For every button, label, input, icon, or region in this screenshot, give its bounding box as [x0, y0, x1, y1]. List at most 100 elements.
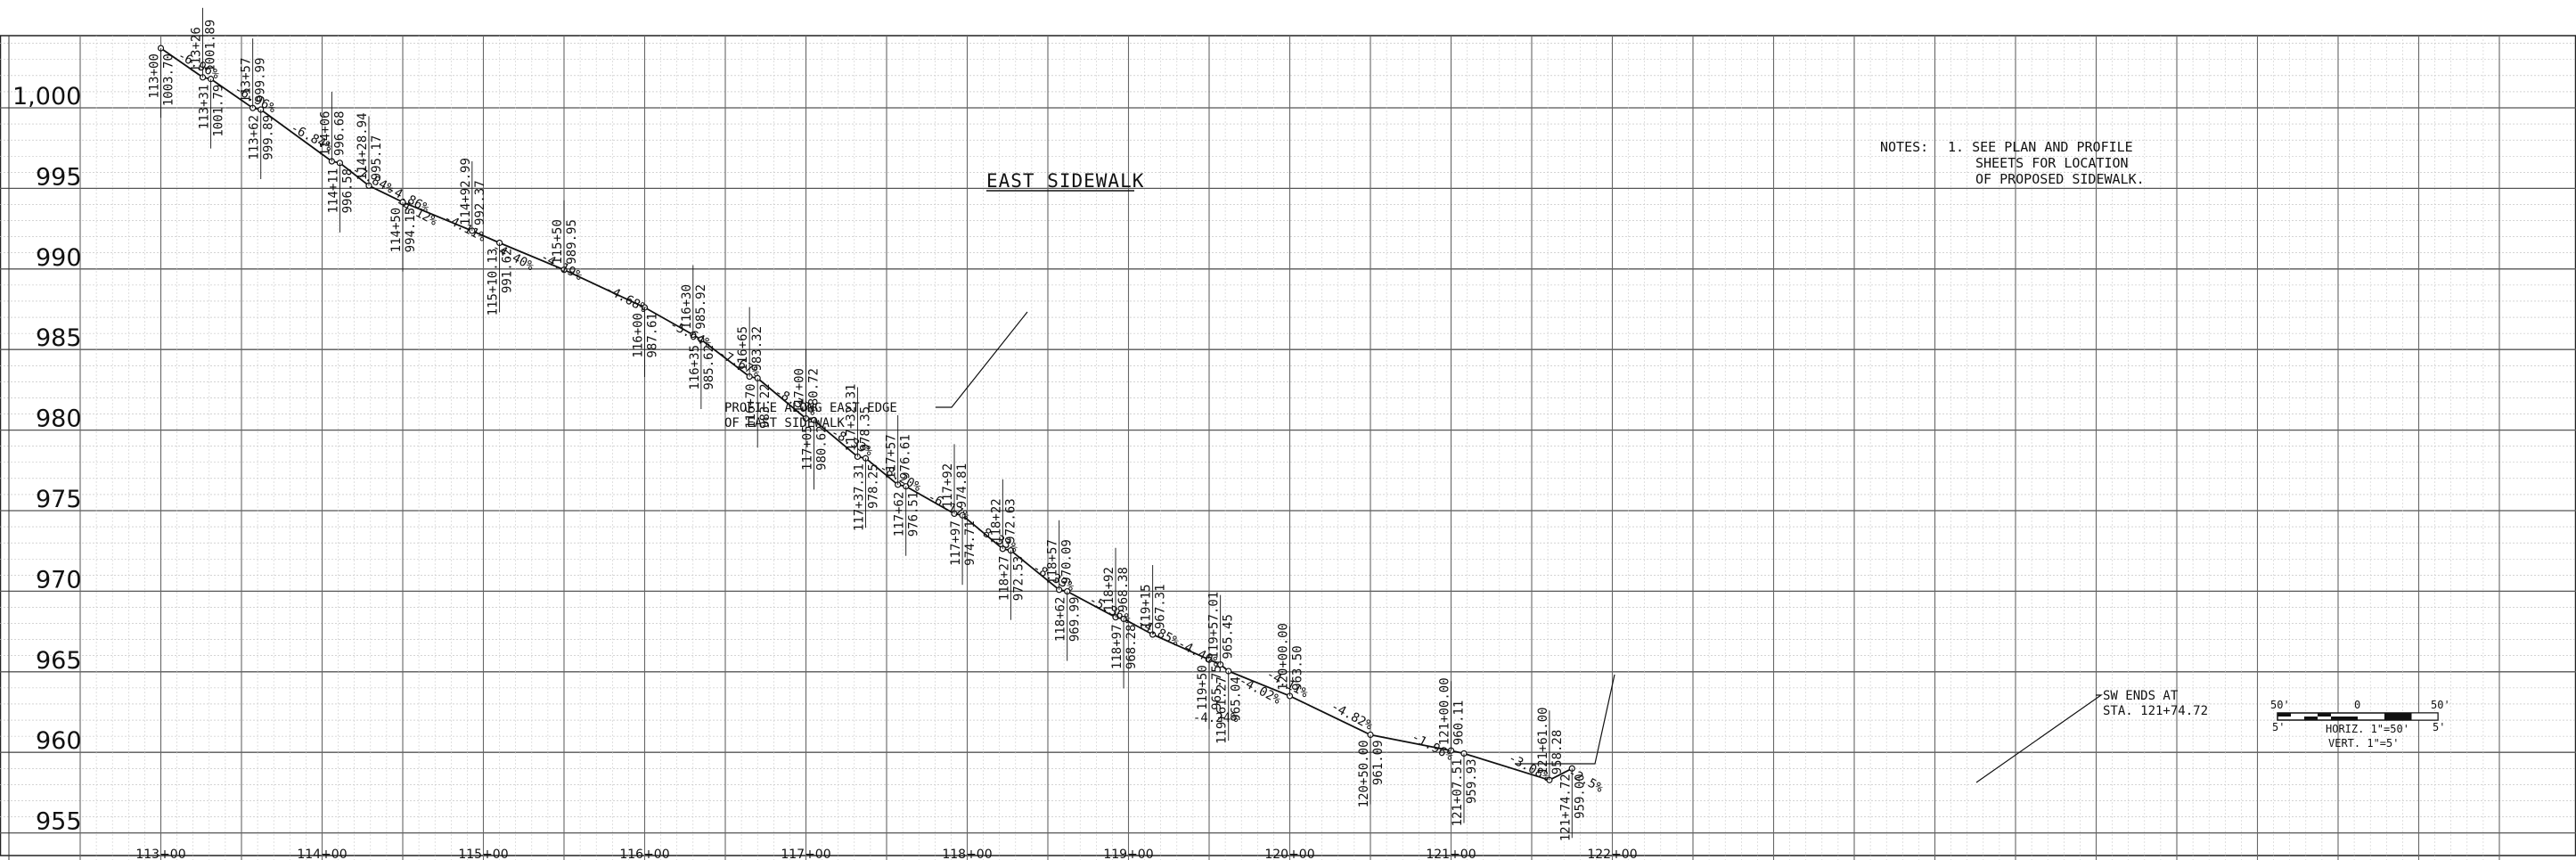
elevation-text: 976.61	[899, 434, 913, 479]
station-text: 119+15	[1140, 584, 1154, 629]
elevation-text: 959.00	[1573, 774, 1587, 819]
elevation-text: 985.62	[702, 345, 716, 390]
station-tick-label: 122+00	[1587, 848, 1637, 860]
station-text: 114+92.99	[459, 158, 473, 225]
station-elevation-label: 114+06 996.68	[318, 92, 347, 162]
elevation-text: 978.35	[858, 406, 872, 452]
station-elevation-label: 119+50 965.75	[1196, 659, 1224, 730]
station-elevation-label: 117+97 974.71	[949, 515, 977, 586]
profile-label-line1: PROFILE ALONG EAST EDGE	[724, 401, 897, 415]
station-text: 119+61.27	[1215, 676, 1230, 744]
grade-label: -4.24%	[1193, 711, 1239, 725]
elevation-tick-label: 980	[36, 405, 82, 433]
station-elevation-label: 116+65 983.32	[736, 307, 765, 377]
elevation-text: 1001.89	[204, 20, 218, 72]
station-elevation-label: 114+92.99 992.37	[459, 158, 487, 231]
elevation-text: 974.81	[955, 463, 969, 509]
station-elevation-label: 115+10.13 991.62	[487, 242, 515, 315]
station-text: 114+50	[389, 208, 404, 253]
scale-right-top: 50'	[2431, 699, 2450, 711]
elevation-text: 999.89	[262, 115, 276, 160]
elevation-tick-label: 955	[36, 808, 82, 836]
station-text: 120+00.00	[1277, 623, 1291, 691]
elevation-text: 983.32	[750, 326, 765, 372]
elevation-text: 958.28	[1550, 730, 1565, 775]
elevation-axis: 1,000 995 990 985 980 975 970 965 960 955	[12, 83, 82, 836]
station-text: 117+92	[941, 463, 955, 509]
station-text: 118+27	[997, 556, 1011, 602]
station-tick-label: 116+00	[619, 848, 669, 860]
elevation-text: 970.09	[1060, 539, 1075, 585]
station-axis: 113+00 114+00 115+00 116+00 117+00 118+00 119+…	[135, 848, 1637, 860]
station-text: 121+00.00	[1438, 677, 1452, 745]
elevation-tick-label: 990	[36, 244, 82, 272]
elevation-text: 974.71	[963, 520, 977, 566]
elevation-text: 1001.79	[212, 85, 226, 137]
elevation-text: 959.93	[1465, 758, 1479, 804]
station-elevation-label: 118+57 970.09	[1046, 520, 1075, 590]
notes-line3: OF PROPOSED SIDEWALK.	[1975, 171, 2145, 187]
elevation-text: 960.11	[1452, 700, 1467, 746]
station-elevation-label: 114+11 996.58	[326, 162, 355, 233]
station-text: 119+57.01	[1207, 592, 1222, 659]
scale-left-top: 50'	[2270, 699, 2290, 711]
notes-line1: 1. SEE PLAN AND PROFILE	[1948, 139, 2133, 155]
station-elevation-label: 119+61.27 965.04	[1215, 671, 1244, 744]
station-elevation-label: 113+62 999.89	[248, 109, 276, 179]
elevation-text: 996.68	[332, 111, 347, 156]
elevation-tick-label: 965	[36, 647, 82, 675]
sw-end-leader	[1975, 694, 2103, 783]
station-elevation-label: 121+07.51 959.93	[1451, 753, 1479, 826]
station-text: 121+61.00	[1536, 707, 1550, 774]
grade-label: -4.82%	[1329, 700, 1376, 733]
station-elevation-label: 114+50 994.15	[389, 201, 418, 272]
station-elevation-label: 120+50.00 961.09	[1357, 734, 1386, 807]
station-text: 119+50	[1196, 665, 1210, 710]
elevation-text: 980.62	[815, 425, 830, 471]
station-tick-label: 121+00	[1426, 848, 1476, 860]
elevation-tick-label: 960	[36, 727, 82, 755]
station-elevation-label: 117+00 980.72	[793, 348, 822, 419]
sw-end-note-line2: STA. 121+74.72	[2103, 704, 2208, 718]
station-tick-label: 119+00	[1103, 848, 1153, 860]
grid	[0, 35, 2576, 860]
notes-label: NOTES:	[1880, 139, 1928, 155]
elevation-text: 969.99	[1068, 597, 1083, 643]
elevation-tick-label: 975	[36, 486, 82, 513]
station-elevation-label: 117+05 980.62	[801, 420, 830, 490]
station-text: 117+32.31	[844, 384, 858, 452]
station-text: 120+50.00	[1357, 740, 1371, 807]
sheet-title: EAST SIDEWALK	[986, 170, 1144, 192]
elevation-text: 978.25	[866, 463, 880, 509]
station-text: 117+97	[949, 520, 963, 566]
station-elevation-label: 113+57 999.99	[240, 38, 268, 109]
station-text: 116+65	[736, 326, 750, 372]
elevation-text: 967.31	[1154, 584, 1168, 629]
elevation-text: 996.58	[340, 168, 355, 214]
station-elevation-label: 121+74.72 959.00	[1558, 768, 1587, 841]
station-elevation-label: 119+57.01 965.45	[1207, 592, 1236, 665]
station-text: 121+74.72	[1558, 774, 1573, 841]
station-text: 118+62	[1054, 597, 1068, 643]
station-elevation-label: 116+30 985.92	[680, 265, 708, 335]
elevation-tick-label: 985	[36, 324, 82, 352]
station-elevation-label: 113+26 1001.89	[190, 7, 218, 78]
elevation-text: 1003.70	[162, 53, 176, 106]
station-tick-label: 117+00	[781, 848, 830, 860]
grade-label: -4.68%	[602, 283, 650, 316]
station-elevation-label: 119+15 967.31	[1140, 565, 1168, 635]
station-elevation-label: 113+00 1003.70	[148, 48, 176, 119]
station-elevation-label: 117+57 976.61	[885, 414, 913, 485]
station-elevation-label: 116+35 985.62	[688, 339, 716, 409]
station-text: 115+50	[551, 219, 565, 265]
station-elevation-label: 116+70 983.22	[744, 378, 773, 448]
station-elevation-label: 115+50 989.95	[551, 200, 579, 270]
elevation-tick-label: 1,000	[12, 83, 81, 111]
sw-end-note-line1: SW ENDS AT	[2103, 689, 2179, 703]
station-elevation-label: 113+31 1001.79	[198, 78, 226, 149]
station-text: 113+31	[198, 85, 212, 130]
station-elevation-label: 117+62 976.51	[893, 486, 921, 556]
station-text: 118+57	[1046, 539, 1060, 585]
